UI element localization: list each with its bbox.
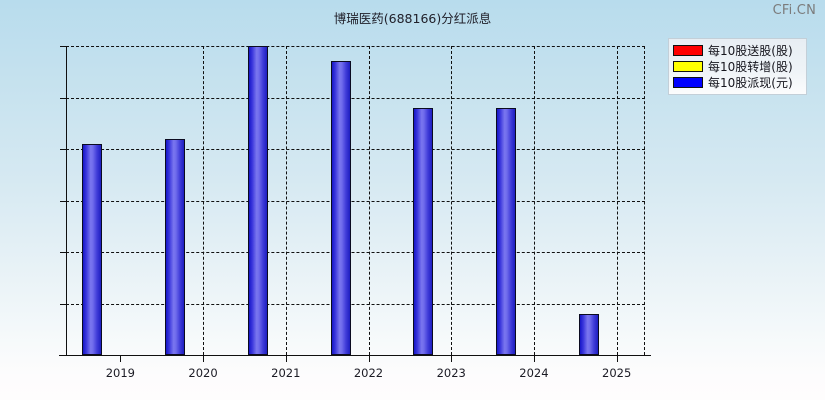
gridline-vertical — [203, 46, 205, 355]
y-tick-mark — [60, 149, 66, 150]
bar-2022[interactable] — [330, 61, 351, 355]
legend-swatch-icon — [673, 44, 703, 56]
x-tick-label: 2020 — [188, 366, 218, 380]
gridline-vertical — [368, 46, 370, 355]
gridline-horizontal — [66, 252, 645, 253]
chart-title: 博瑞医药(688166)分红派息 — [333, 11, 492, 26]
x-tick-mark — [368, 355, 370, 362]
chart-legend: 每10股送股(股) 每10股转增(股) 每10股派现(元) — [668, 38, 807, 95]
x-tick-label: 2025 — [602, 366, 632, 380]
x-tick-mark — [451, 355, 453, 362]
bar-2021[interactable] — [247, 46, 268, 355]
y-tick-mark — [60, 46, 66, 47]
x-tick-label: 2022 — [353, 366, 384, 380]
legend-label: 每10股转增(股) — [708, 59, 793, 74]
x-tick-mark — [285, 355, 287, 362]
y-tick-mark — [60, 97, 66, 99]
y-tick-mark — [60, 355, 66, 356]
y-tick-mark — [60, 200, 66, 202]
bar-2024[interactable] — [495, 107, 516, 355]
gridline-vertical — [285, 46, 287, 355]
x-axis-line — [59, 355, 651, 356]
gridline-horizontal — [66, 46, 645, 47]
x-tick-label: 2019 — [105, 366, 135, 380]
legend-label: 每10股送股(股) — [708, 43, 793, 58]
x-tick-mark — [616, 355, 618, 362]
x-tick-mark — [203, 355, 205, 362]
legend-item[interactable]: 每10股送股(股) — [673, 42, 802, 58]
bar-2019[interactable] — [82, 143, 103, 355]
cfi-watermark: CFi.CN — [772, 3, 816, 18]
x-tick-mark — [533, 355, 535, 362]
legend-label: 每10股派现(元) — [708, 75, 793, 90]
bar-2020[interactable] — [165, 138, 186, 355]
bar-2025[interactable] — [578, 313, 599, 355]
x-tick-label: 2023 — [436, 366, 466, 380]
gridline-horizontal — [66, 303, 645, 305]
x-tick-mark — [120, 355, 122, 362]
legend-item[interactable]: 每10股转增(股) — [673, 58, 802, 74]
gridline-vertical — [451, 46, 453, 355]
gridline-vertical — [533, 46, 535, 355]
legend-item[interactable]: 每10股派现(元) — [673, 74, 802, 90]
y-tick-mark — [60, 303, 66, 305]
legend-swatch-icon — [673, 76, 703, 88]
gridline-horizontal — [66, 97, 645, 99]
gridline-horizontal — [66, 200, 645, 202]
y-tick-mark — [60, 252, 66, 253]
legend-swatch-icon — [673, 60, 703, 72]
gridline-vertical — [616, 46, 618, 355]
plot-area: 00.20.40.60.811.2 2019202020212022202320… — [60, 46, 645, 380]
x-tick-label: 2021 — [271, 366, 301, 380]
bar-2023[interactable] — [413, 107, 434, 355]
x-tick-label: 2024 — [519, 366, 549, 380]
gridline-horizontal — [66, 149, 645, 150]
